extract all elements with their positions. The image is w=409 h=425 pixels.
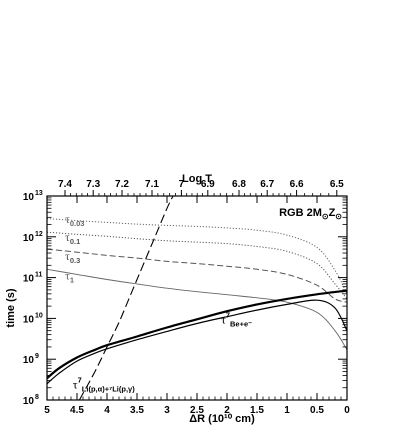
top-tick-label: 6.5 xyxy=(330,179,344,190)
x-tick-label: 0.5 xyxy=(310,405,324,416)
x-tick-label: 0 xyxy=(344,405,350,416)
series-label-main: τ xyxy=(73,378,78,392)
x-tick-label: 4.5 xyxy=(70,405,84,416)
series-label-0: τ0.03 xyxy=(65,212,84,228)
series-line-4 xyxy=(46,289,348,380)
top-tick-label: 7.1 xyxy=(145,179,159,190)
series-label-sub: Li(p,α)+⁷Li(p,γ) xyxy=(82,385,135,394)
annotation-sub1: ⊙ xyxy=(322,212,329,221)
y-tick-exponent: 8 xyxy=(35,394,39,401)
series-label-sub: Be+e⁻ xyxy=(230,319,252,328)
y-tick-label: 10 xyxy=(23,355,35,366)
y-tick-label: 10 xyxy=(23,396,35,407)
y-tick-label: 10 xyxy=(23,274,35,285)
annotation-box: RGB 2M⊙Z⊙ xyxy=(279,207,342,221)
top-tick-label: 6.9 xyxy=(201,179,215,190)
series-label-main: τ xyxy=(65,212,70,226)
y-tick-exponent: 13 xyxy=(35,190,43,197)
x-tick-label: 2 xyxy=(224,405,230,416)
x-tick-label: 3 xyxy=(164,405,170,416)
series-line-6 xyxy=(46,299,348,385)
series-label-main: τ xyxy=(65,249,70,263)
top-tick-label: 7.4 xyxy=(58,179,72,190)
top-tick-label: 6.8 xyxy=(232,179,246,190)
annotation-text2: Z xyxy=(329,207,336,219)
x-tick-label: 3.5 xyxy=(130,405,144,416)
series-label-3: τ1 xyxy=(65,268,74,284)
x-axis-title: ΔR (10¹⁰ cm) xyxy=(189,413,255,425)
x-tick-label: 1 xyxy=(284,405,290,416)
y-tick-exponent: 9 xyxy=(35,353,39,360)
series-label-main: τ xyxy=(65,268,70,282)
top-tick-label: 6.7 xyxy=(260,179,274,190)
y-tick-exponent: 11 xyxy=(35,272,43,279)
series-label-main: τ xyxy=(65,230,70,244)
y-axis-title: time (s) xyxy=(5,288,17,327)
series-line-0 xyxy=(46,218,348,295)
x-tick-label: 1.5 xyxy=(250,405,264,416)
series-label-sup: 7 xyxy=(78,376,82,385)
series-label-sup: 7 xyxy=(226,310,230,319)
y-tick-exponent: 12 xyxy=(35,231,43,238)
series-line-5 xyxy=(78,195,174,401)
x-tick-label: 2.5 xyxy=(190,405,204,416)
series-label-sub: 1 xyxy=(70,275,74,284)
series-line-3 xyxy=(46,268,348,351)
plot-lines xyxy=(46,195,348,401)
top-axis-title: Log T xyxy=(182,173,212,185)
series-line-1 xyxy=(46,231,348,300)
annotation-text: RGB 2M xyxy=(279,207,322,219)
series-label-main: τ xyxy=(221,312,226,326)
y-tick-label: 10 xyxy=(23,314,35,325)
series-label-2: τ0.3 xyxy=(65,249,80,265)
y-tick-label: 10 xyxy=(23,192,35,203)
x-tick-label: 4 xyxy=(104,405,110,416)
x-tick-label: 5 xyxy=(44,405,50,416)
top-tick-label: 6.6 xyxy=(290,179,304,190)
series-label-1: τ0.1 xyxy=(65,230,80,246)
series-label-4: τ7Be+e⁻ xyxy=(221,310,252,328)
series-line-2 xyxy=(46,248,348,303)
top-tick-label: 7 xyxy=(179,179,185,190)
series-label-sub: 0.03 xyxy=(70,219,85,228)
annotation-sub2: ⊙ xyxy=(335,212,342,221)
axes: 5 4.5 4 3.5 3 2.5 2 1.5 1 0.5 0 7.4 7.3 7.2 7.1 7 6.9 6.8… xyxy=(23,179,350,416)
y-tick-exponent: 10 xyxy=(35,312,43,319)
top-tick-label: 7.2 xyxy=(115,179,129,190)
series-label-5: τ7Li(p,α)+⁷Li(p,γ) xyxy=(73,376,135,394)
y-tick-label: 10 xyxy=(23,233,35,244)
top-tick-label: 7.3 xyxy=(86,179,100,190)
series-label-sub: 0.1 xyxy=(70,237,80,246)
series-label-sub: 0.3 xyxy=(70,256,80,265)
